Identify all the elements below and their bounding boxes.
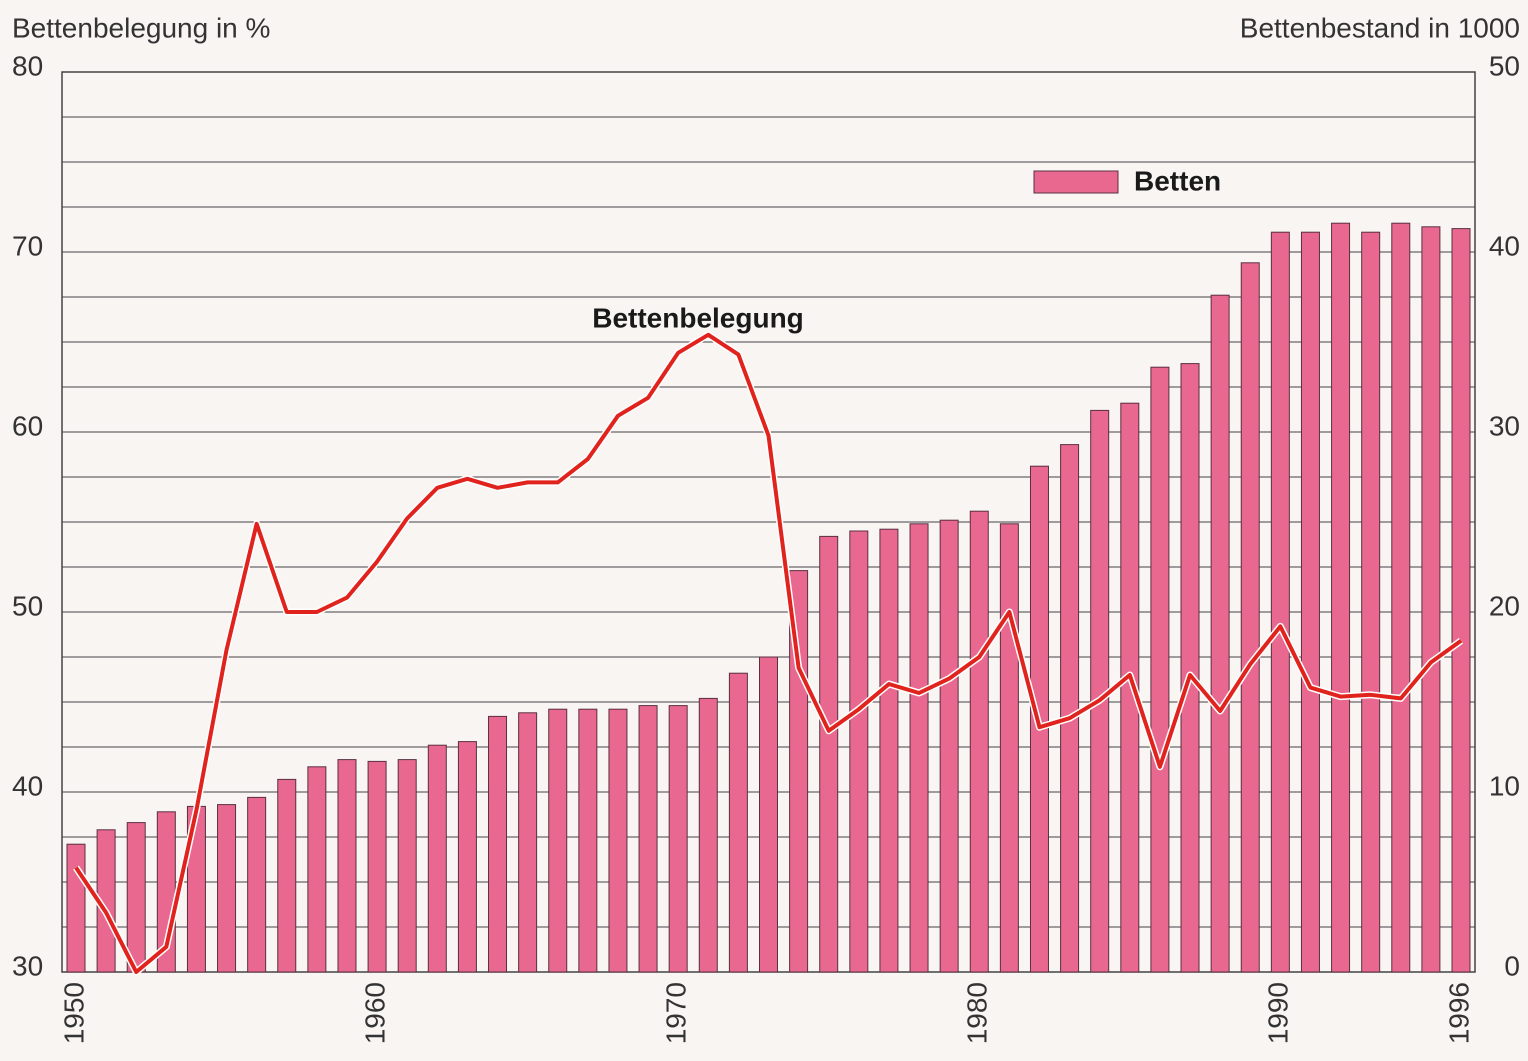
- bar: [1300, 231, 1320, 973]
- bar: [608, 708, 628, 973]
- y2-axis-label: Bettenbestand in 1000: [1240, 12, 1520, 43]
- bar: [427, 744, 447, 973]
- bar: [1240, 262, 1260, 973]
- y2-tick-label: 40: [1489, 230, 1520, 261]
- x-tick-label: 1970: [661, 982, 692, 1044]
- y-tick-label: 30: [12, 950, 43, 981]
- y2-tick-label: 0: [1504, 950, 1520, 981]
- bar: [126, 822, 146, 973]
- bar: [367, 760, 387, 973]
- bar: [849, 530, 869, 973]
- x-tick-label: 1996: [1443, 982, 1474, 1044]
- legend-swatch: [1033, 170, 1119, 194]
- y2-tick-label: 10: [1489, 770, 1520, 801]
- bar: [1391, 222, 1411, 973]
- bar: [939, 519, 959, 973]
- bar: [879, 528, 899, 973]
- y-tick-label: 40: [12, 770, 43, 801]
- bar: [698, 697, 718, 973]
- line-label: Bettenbelegung: [592, 302, 804, 333]
- bar: [578, 708, 598, 973]
- bar: [969, 510, 989, 973]
- bar: [638, 705, 658, 973]
- y2-tick-label: 20: [1489, 590, 1520, 621]
- y-tick-label: 50: [12, 590, 43, 621]
- y-tick-label: 60: [12, 410, 43, 441]
- x-tick-label: 1950: [58, 982, 89, 1044]
- bar: [277, 778, 297, 973]
- x-tick-label: 1960: [359, 982, 390, 1044]
- bar: [1361, 231, 1381, 973]
- bar: [728, 672, 748, 973]
- bar: [488, 715, 508, 973]
- bar: [1120, 402, 1140, 973]
- bar: [999, 523, 1019, 973]
- y-tick-label: 80: [12, 50, 43, 81]
- bar: [1150, 366, 1170, 973]
- bar: [66, 843, 86, 973]
- bar: [217, 804, 237, 973]
- bar: [1451, 228, 1471, 973]
- bar: [518, 712, 538, 973]
- bar: [1270, 231, 1290, 973]
- bar: [759, 656, 778, 973]
- y-tick-label: 70: [12, 230, 43, 261]
- x-tick-label: 1980: [962, 982, 993, 1044]
- bar: [1060, 444, 1080, 973]
- y-axis-label: Bettenbelegung in %: [12, 12, 270, 43]
- legend-label: Betten: [1134, 165, 1221, 196]
- x-tick-label: 1990: [1263, 982, 1294, 1044]
- bar: [1331, 222, 1351, 973]
- bar: [909, 523, 929, 973]
- bar: [337, 759, 357, 973]
- bar: [1421, 226, 1441, 973]
- line: [74, 332, 1463, 974]
- bar: [1180, 363, 1200, 973]
- y2-tick-label: 30: [1489, 410, 1520, 441]
- bar: [247, 796, 267, 973]
- bar: [548, 708, 568, 973]
- bar: [457, 741, 477, 973]
- bar: [1210, 294, 1230, 973]
- bar: [307, 766, 327, 973]
- bar: [819, 535, 839, 973]
- y2-tick-label: 50: [1489, 50, 1520, 81]
- bar: [668, 705, 688, 973]
- bar: [397, 759, 417, 973]
